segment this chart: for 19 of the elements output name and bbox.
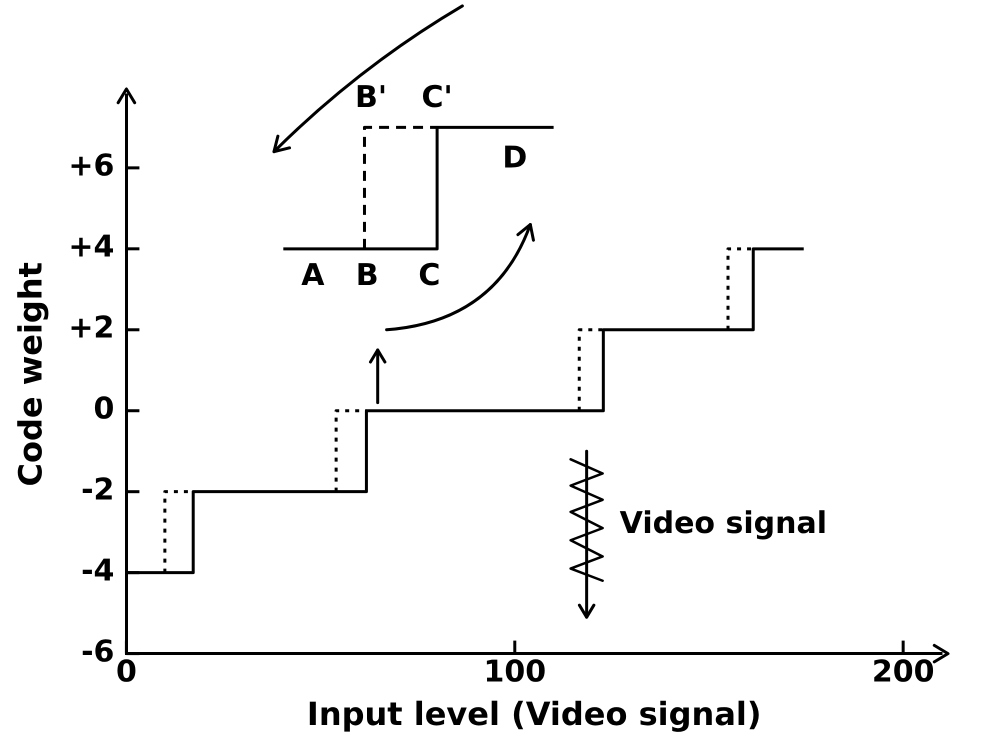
annotation: A — [301, 258, 326, 293]
y-axis-title: Code weight — [12, 262, 50, 487]
y-tick-label: -4 — [81, 553, 114, 588]
annotation: B — [356, 258, 379, 293]
annotation: C' — [422, 80, 453, 115]
y-tick-label: +2 — [68, 310, 114, 346]
annotation: Video signal — [620, 506, 827, 542]
y-tick-label: +4 — [68, 230, 114, 265]
y-tick-label: +6 — [68, 148, 114, 184]
x-tick-label: 0 — [116, 654, 137, 690]
annotation: D — [502, 140, 528, 176]
x-tick-label: 200 — [872, 654, 934, 690]
y-tick-label: 0 — [94, 392, 114, 427]
annotation: C — [418, 258, 440, 293]
x-tick-label: 100 — [483, 654, 546, 690]
x-axis-title: Input level (Video signal) — [306, 695, 762, 734]
annotation: B' — [355, 80, 388, 115]
y-tick-label: -6 — [81, 634, 114, 670]
y-tick-label: -2 — [81, 472, 114, 508]
